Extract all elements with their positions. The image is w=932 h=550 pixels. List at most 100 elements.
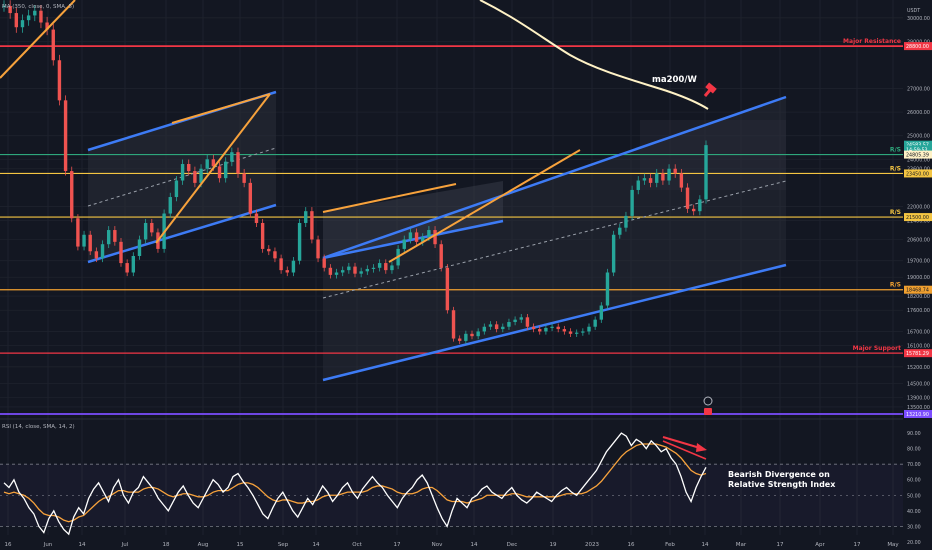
price-tick-label: 14500.00 bbox=[907, 381, 930, 387]
candle-body bbox=[704, 145, 708, 200]
level-label: Major Support bbox=[853, 345, 902, 352]
candle-body bbox=[119, 241, 123, 264]
price-tag bbox=[904, 169, 932, 178]
candle-body bbox=[488, 324, 493, 327]
trendline-wedge2-top[interactable] bbox=[322, 183, 457, 213]
channel-main-top[interactable] bbox=[322, 95, 787, 260]
candle-body bbox=[365, 268, 370, 272]
candle-body bbox=[143, 222, 148, 240]
candle-body bbox=[691, 208, 696, 212]
candle-body bbox=[384, 263, 388, 271]
price-tick-label: 30000.00 bbox=[907, 16, 930, 22]
candle-body bbox=[624, 215, 628, 228]
candle-body bbox=[655, 173, 659, 183]
candle-body bbox=[599, 305, 604, 320]
price-tag bbox=[904, 42, 932, 51]
candle-body bbox=[328, 267, 333, 275]
channel-small-bottom[interactable] bbox=[322, 219, 504, 260]
rsi-tick-label: 80.00 bbox=[907, 447, 921, 453]
time-tick-label: Oct bbox=[352, 542, 362, 548]
price-tag-label: 13210.90 bbox=[906, 412, 929, 418]
candle-body bbox=[402, 239, 406, 249]
time-tick-label: 2023 bbox=[585, 542, 599, 548]
candle-body bbox=[494, 324, 499, 330]
price-tick-label: 16100.00 bbox=[907, 344, 930, 350]
candle-body bbox=[279, 258, 283, 271]
level-label: R/S bbox=[890, 147, 901, 154]
time-tick-label: 19 bbox=[550, 542, 557, 548]
time-tick-label: 14 bbox=[79, 542, 86, 548]
price-tick-label: 15200.00 bbox=[907, 365, 930, 371]
candle-body bbox=[457, 338, 462, 341]
candle-body bbox=[698, 199, 702, 212]
time-tick-label: 16 bbox=[628, 542, 635, 548]
ma200-weekly-line[interactable] bbox=[479, 0, 709, 110]
price-axis[interactable] bbox=[903, 0, 932, 550]
candle-body bbox=[254, 213, 259, 223]
price-tick-label: 16700.00 bbox=[907, 329, 930, 335]
candle-body bbox=[297, 222, 302, 261]
price-tag-label: 23450.00 bbox=[906, 171, 929, 177]
price-tag bbox=[904, 145, 932, 154]
trendline-wedge-top[interactable] bbox=[171, 93, 271, 124]
divergence-text: Bearish Divergence on Relative Strength … bbox=[728, 470, 836, 489]
candle-body bbox=[538, 329, 542, 332]
rsi-tick-label: 20.00 bbox=[907, 540, 921, 546]
trendlines[interactable] bbox=[0, 0, 581, 263]
price-tick-label: 17600.00 bbox=[907, 308, 930, 314]
candle-body bbox=[544, 327, 548, 332]
candle-body bbox=[371, 267, 376, 269]
candle-body bbox=[507, 322, 511, 327]
channel-fill-main bbox=[323, 97, 786, 380]
candle-body bbox=[519, 317, 523, 320]
price-tick-label: 26000.00 bbox=[907, 110, 930, 116]
candle-body bbox=[531, 326, 536, 330]
candle-body bbox=[88, 234, 92, 252]
levels: Major Resistance R/S R/S R/S R/S Major Suppor… bbox=[0, 38, 903, 415]
price-tick-label: 13900.00 bbox=[907, 395, 930, 401]
level-label: R/S bbox=[890, 209, 901, 216]
channel-main-mid bbox=[322, 180, 787, 299]
candle-body bbox=[408, 232, 413, 240]
candle-body bbox=[377, 263, 382, 268]
candle-body bbox=[574, 332, 579, 334]
flag-icon[interactable] bbox=[704, 408, 712, 415]
candle-body bbox=[451, 310, 456, 339]
price-tick-label: 20600.00 bbox=[907, 237, 930, 243]
candle-body bbox=[593, 319, 597, 327]
candle-body bbox=[137, 239, 142, 256]
candle-body bbox=[150, 222, 154, 233]
candle-body bbox=[260, 222, 265, 249]
trendline-diagonal-top-left[interactable] bbox=[0, 0, 76, 79]
rsi-pane[interactable]: RSI (14, close, SMA, 14, 2) Bearish Dive… bbox=[0, 424, 903, 536]
price-tag bbox=[904, 349, 932, 358]
time-tick-label: 17 bbox=[394, 542, 401, 548]
event-icon[interactable] bbox=[703, 396, 713, 406]
time-tick-label: 17 bbox=[777, 542, 784, 548]
candle-body bbox=[187, 164, 191, 172]
candle-body bbox=[513, 319, 517, 323]
candle-body bbox=[310, 211, 314, 240]
candle-body bbox=[236, 152, 240, 174]
candle-body bbox=[679, 173, 684, 188]
candle-body bbox=[33, 10, 37, 16]
trendline-wedge-bottom[interactable] bbox=[155, 93, 271, 244]
candle-body bbox=[347, 266, 351, 271]
time-tick-label: Apr bbox=[815, 542, 825, 548]
ma-label: ma200/W bbox=[652, 75, 697, 85]
candle-body bbox=[390, 265, 394, 271]
candle-body bbox=[223, 161, 228, 179]
price-ticks: 30000.0029000.0027000.0026000.0025000.00… bbox=[907, 8, 930, 411]
candle-body bbox=[14, 13, 19, 28]
trendline-long-diagonal[interactable] bbox=[388, 149, 581, 263]
price-tick-label: 21400.00 bbox=[907, 219, 930, 225]
candle-body bbox=[427, 230, 431, 238]
time-tick-label: Mar bbox=[736, 542, 747, 548]
candles bbox=[2, 0, 708, 344]
channel-main-bottom[interactable] bbox=[322, 263, 787, 382]
candle-body bbox=[217, 166, 222, 179]
candle-body bbox=[267, 248, 271, 252]
candle-body bbox=[482, 326, 487, 332]
